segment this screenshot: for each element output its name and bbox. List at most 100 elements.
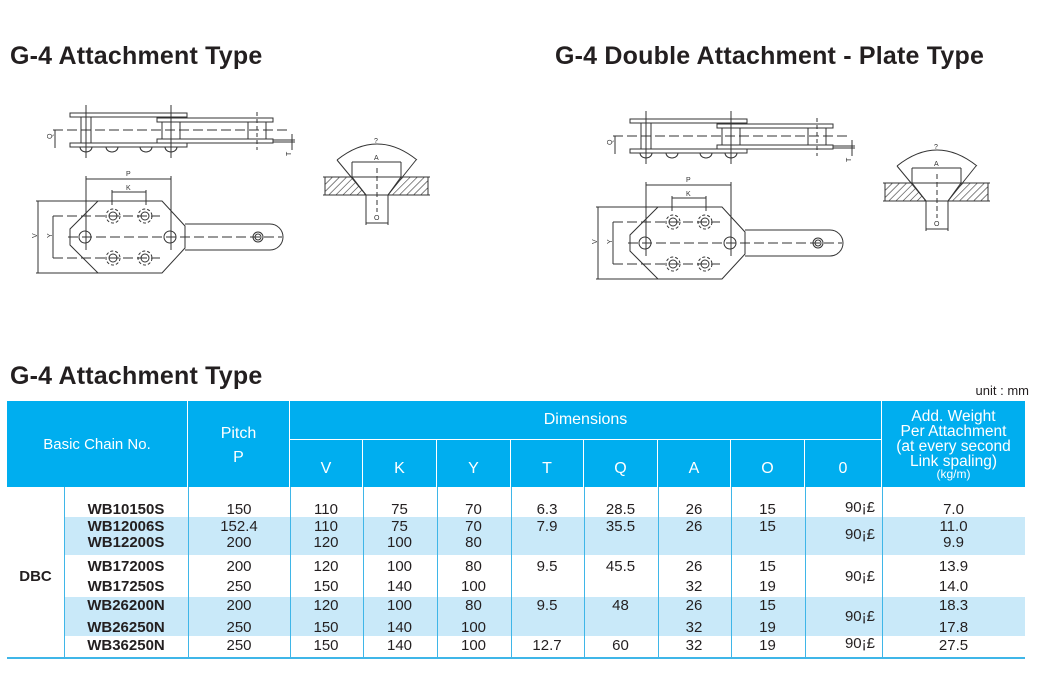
- cell-o: 15: [759, 501, 776, 518]
- cell-t: 9.5: [536, 558, 558, 575]
- cell-y: 80: [465, 534, 482, 551]
- cell-angle: 90¡£: [844, 526, 875, 543]
- cell-o: 19: [759, 619, 776, 636]
- cell-k: 140: [386, 637, 413, 654]
- cell-angle: 90¡£: [844, 568, 875, 585]
- cell-k: 100: [386, 534, 413, 551]
- cell-weight: 9.9: [943, 534, 964, 551]
- cell-angle: 90¡£: [844, 608, 875, 625]
- column-divider: [437, 487, 438, 657]
- drawing-left-title: G-4 Attachment Type: [10, 42, 263, 70]
- header-pitch-label: Pitch: [220, 425, 257, 442]
- cell-weight: 13.9: [938, 558, 969, 575]
- header-col-y: Y: [437, 440, 510, 487]
- header-basic-chain-label: Basic Chain No.: [43, 435, 151, 453]
- header-col-label: V: [320, 459, 332, 477]
- column-divider: [64, 487, 65, 657]
- header-weight: Add. Weight Per Attachment (at every sec…: [882, 401, 1025, 487]
- header-weight-line: (at every second: [896, 437, 1011, 455]
- chain-number: WB26200N: [87, 597, 165, 614]
- header-divider: [289, 401, 290, 487]
- header-col-t: T: [511, 440, 583, 487]
- header-divider: [362, 440, 363, 487]
- header-col-label: Q: [614, 459, 627, 477]
- cell-y: 80: [465, 597, 482, 614]
- column-divider: [363, 487, 364, 657]
- technical-drawings: Q T P K V Y: [32, 105, 991, 280]
- cell-weight: 14.0: [938, 578, 969, 595]
- cell-v: 120: [313, 534, 339, 551]
- header-dimensions: Dimensions: [290, 401, 881, 439]
- cell-pitch: 200: [226, 597, 252, 614]
- cell-k: 75: [391, 501, 408, 518]
- cell-t: 12.7: [532, 637, 562, 654]
- header-col-q: Q: [584, 440, 657, 487]
- unit-label: unit : mm: [975, 383, 1029, 398]
- cell-k: 140: [386, 578, 413, 595]
- cell-y: 100: [460, 637, 487, 654]
- cell-k: 140: [386, 619, 413, 636]
- cell-k: 75: [391, 518, 408, 535]
- cell-pitch: 200: [226, 534, 252, 551]
- cell-t: 6.3: [536, 501, 558, 518]
- countersink-section: ? A O: [323, 138, 430, 225]
- cell-a: 32: [685, 619, 703, 636]
- header-divider: [881, 401, 882, 487]
- svg-text:K: K: [126, 185, 131, 192]
- table-bottom-rule: [7, 657, 1025, 659]
- side-view: Q T: [47, 105, 295, 158]
- svg-text:T: T: [286, 151, 293, 156]
- cell-angle: 90¡£: [844, 635, 875, 652]
- row-group: [64, 487, 1025, 517]
- svg-text:O: O: [374, 215, 380, 222]
- cell-o: 19: [759, 578, 776, 595]
- cell-q: 35.5: [605, 518, 636, 535]
- svg-text:?: ?: [374, 138, 378, 145]
- header-weight-line: Link spaling): [909, 452, 998, 470]
- cell-weight: 27.5: [938, 637, 969, 654]
- header-basic-chain: Basic Chain No.: [7, 401, 187, 487]
- column-divider: [658, 487, 659, 657]
- cell-v: 150: [313, 578, 339, 595]
- cell-o: 19: [759, 637, 776, 654]
- drawing-right-title: G-4 Double Attachment - Plate Type: [555, 42, 985, 70]
- header-col-k: K: [363, 440, 436, 487]
- cell-pitch: 250: [226, 578, 252, 595]
- header-weight-line: Add. Weight: [911, 407, 996, 425]
- cell-t: 7.9: [536, 518, 558, 535]
- column-divider: [511, 487, 512, 657]
- header-divider: [436, 440, 437, 487]
- column-divider: [731, 487, 732, 657]
- column-divider: [584, 487, 585, 657]
- header-col-label: A: [688, 459, 700, 477]
- plan-view: P K V Y: [32, 171, 284, 274]
- chain-number: WB17200S: [87, 558, 165, 575]
- chain-number: WB10150S: [87, 501, 165, 518]
- column-divider: [805, 487, 806, 657]
- cell-v: 120: [313, 597, 339, 614]
- series-label: DBC: [19, 568, 52, 585]
- cell-o: 15: [759, 558, 776, 575]
- header-col-label: T: [542, 459, 552, 477]
- svg-text:Q: Q: [47, 133, 54, 139]
- cell-weight: 7.0: [943, 501, 964, 518]
- cell-a: 26: [685, 558, 703, 575]
- header-col-label: Y: [468, 459, 479, 477]
- cell-y: 100: [460, 619, 487, 636]
- cell-v: 150: [313, 619, 339, 636]
- cell-v: 110: [314, 501, 338, 518]
- cell-a: 32: [685, 637, 703, 654]
- cell-y: 100: [460, 578, 487, 595]
- cell-k: 100: [386, 558, 413, 575]
- cell-v: 120: [313, 558, 339, 575]
- cell-pitch: 200: [226, 558, 252, 575]
- cell-o: 15: [759, 597, 776, 614]
- header-pitch: Pitch P: [188, 401, 289, 487]
- attachment-drawing: Q T P K V Y: [32, 105, 430, 274]
- double-attachment-drawing: [591, 110, 991, 280]
- cell-a: 26: [685, 597, 703, 614]
- svg-text:P: P: [126, 171, 131, 178]
- table-title: G-4 Attachment Type: [10, 362, 263, 390]
- header-col-o: O: [731, 440, 804, 487]
- cell-a: 26: [685, 501, 703, 518]
